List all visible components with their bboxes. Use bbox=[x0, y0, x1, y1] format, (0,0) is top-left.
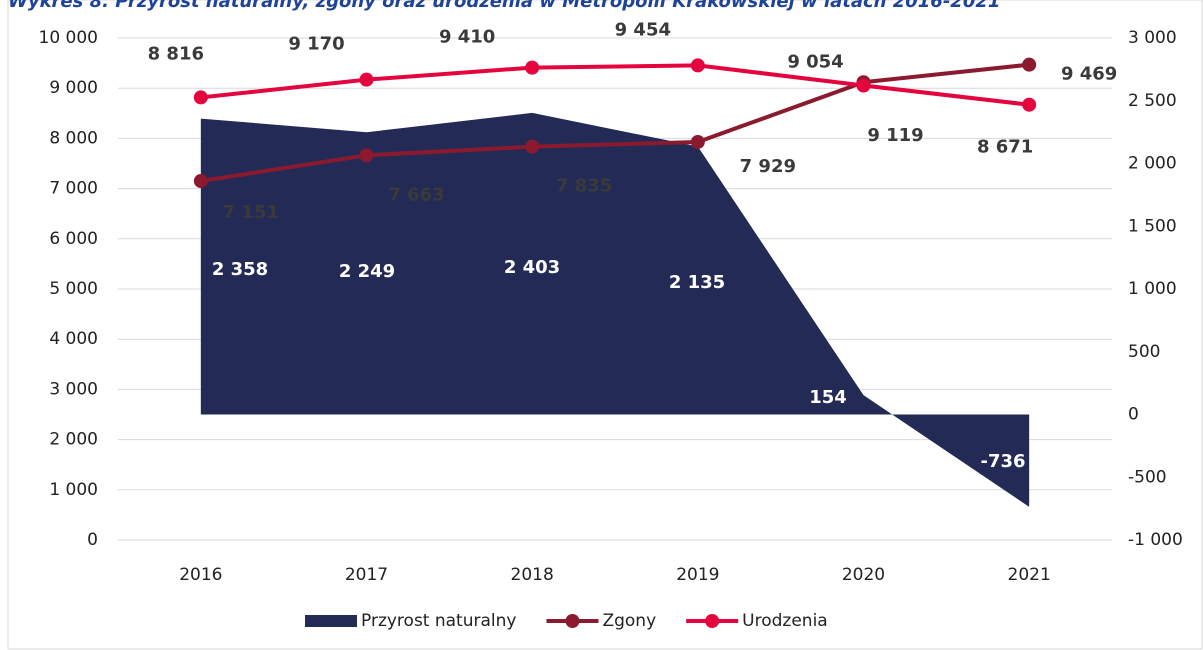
marker bbox=[359, 72, 374, 87]
legend-swatch bbox=[565, 614, 580, 628]
data-label: 7 151 bbox=[223, 202, 279, 223]
marker bbox=[525, 60, 540, 75]
legend-label: Zgony bbox=[602, 611, 656, 631]
y-tick-label: 5 000 bbox=[49, 279, 98, 299]
marker bbox=[1022, 57, 1037, 72]
data-label: 9 170 bbox=[288, 34, 344, 55]
data-label: 2 135 bbox=[669, 272, 725, 293]
marker bbox=[359, 148, 374, 163]
data-label: 2 249 bbox=[339, 261, 395, 282]
marker bbox=[193, 174, 208, 189]
y-tick-label: 3 000 bbox=[49, 379, 98, 399]
x-tick-label: 2021 bbox=[1008, 565, 1051, 585]
marker bbox=[690, 58, 705, 73]
x-tick-label: 2020 bbox=[842, 565, 885, 585]
y-tick-label: 7 000 bbox=[49, 179, 98, 199]
y-tick-label: 9 000 bbox=[49, 78, 98, 98]
x-tick-label: 2019 bbox=[676, 565, 719, 585]
x-tick-label: 2017 bbox=[345, 565, 388, 585]
data-label: 8 671 bbox=[977, 137, 1033, 158]
y2-tick-label: 1 000 bbox=[1128, 279, 1177, 299]
y2-tick-label: -500 bbox=[1128, 467, 1167, 487]
data-label: 9 054 bbox=[787, 51, 843, 72]
x-tick-label: 2018 bbox=[511, 565, 554, 585]
y2-tick-label: 2 500 bbox=[1128, 91, 1177, 111]
data-label: 154 bbox=[809, 387, 847, 408]
y-tick-label: 4 000 bbox=[49, 329, 98, 349]
y2-tick-label: 0 bbox=[1128, 405, 1139, 425]
data-label: 7 835 bbox=[556, 176, 612, 197]
y-tick-label: 0 bbox=[87, 530, 98, 550]
data-label: 9 469 bbox=[1061, 64, 1117, 85]
y2-tick-label: 1 500 bbox=[1128, 216, 1177, 236]
x-tick-label: 2016 bbox=[179, 565, 222, 585]
y-tick-label: 1 000 bbox=[49, 480, 98, 500]
data-label: 9 454 bbox=[615, 19, 671, 40]
legend-label: Urodzenia bbox=[742, 611, 828, 631]
y2-tick-label: 2 000 bbox=[1128, 154, 1177, 174]
line bbox=[200, 62, 1030, 183]
area bbox=[200, 112, 1030, 507]
y2-tick-label: 500 bbox=[1128, 342, 1160, 362]
marker bbox=[1022, 97, 1037, 112]
y-tick-label: 2 000 bbox=[49, 430, 98, 450]
legend-label: Przyrost naturalny bbox=[361, 611, 516, 631]
marker bbox=[525, 139, 540, 154]
chart-title: Wykres 8. Przyrost naturalny, zgony oraz… bbox=[8, 0, 1000, 12]
legend-swatch bbox=[705, 614, 720, 628]
chart-frame bbox=[7, 0, 1203, 650]
data-label: 9 119 bbox=[867, 125, 923, 146]
data-label: -736 bbox=[980, 451, 1025, 472]
data-label: 2 403 bbox=[504, 257, 560, 278]
marker bbox=[690, 134, 705, 149]
y2-tick-label: 3 000 bbox=[1128, 28, 1177, 48]
data-label: 2 358 bbox=[212, 259, 268, 280]
marker bbox=[856, 78, 871, 93]
data-label: 7 929 bbox=[740, 156, 796, 177]
legend-swatch bbox=[305, 615, 357, 627]
y-tick-label: 10 000 bbox=[39, 28, 98, 48]
data-label: 8 816 bbox=[148, 43, 204, 64]
y-tick-label: 8 000 bbox=[49, 128, 98, 148]
marker bbox=[193, 90, 208, 105]
data-label: 7 663 bbox=[388, 184, 444, 205]
y2-tick-label: -1 000 bbox=[1128, 530, 1183, 550]
data-label: 9 410 bbox=[439, 27, 495, 48]
line bbox=[200, 63, 1030, 107]
y-tick-label: 6 000 bbox=[49, 229, 98, 249]
